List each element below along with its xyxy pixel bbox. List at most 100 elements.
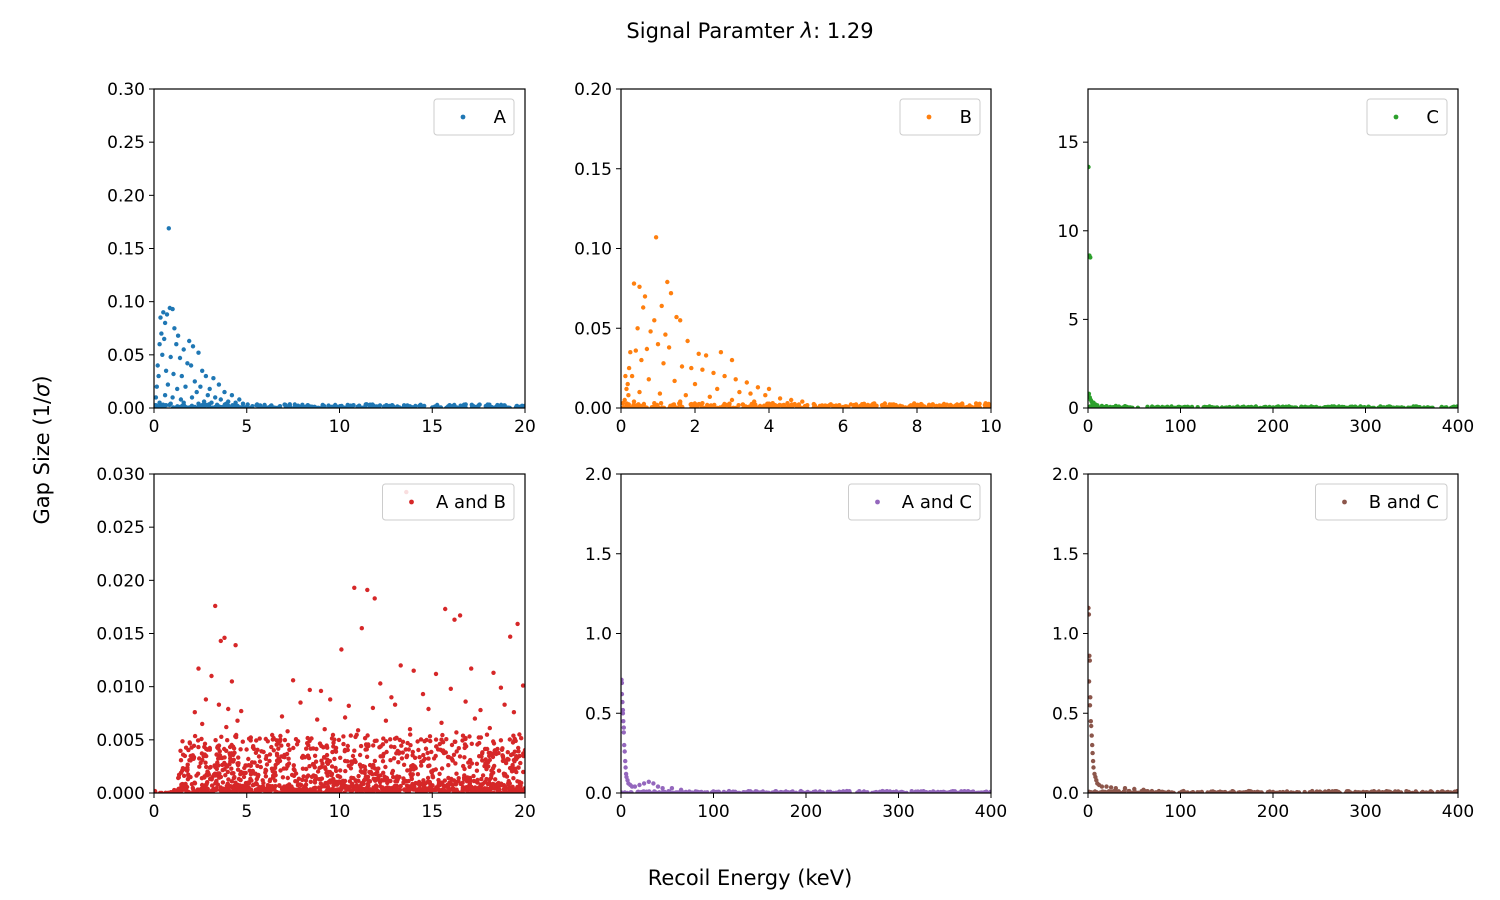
cluster-point xyxy=(399,743,404,748)
data-point xyxy=(1104,784,1109,789)
data-point xyxy=(1088,703,1093,708)
x-tick-label: 0 xyxy=(1083,417,1094,437)
data-point xyxy=(229,679,235,684)
cluster-point xyxy=(420,781,425,787)
data-point xyxy=(763,393,768,398)
data-point xyxy=(621,691,625,697)
cluster-point xyxy=(425,775,431,781)
cluster-point xyxy=(229,766,234,771)
cluster-point xyxy=(722,401,727,407)
cluster-point xyxy=(246,736,252,741)
cluster-point xyxy=(785,790,790,793)
cluster-point xyxy=(287,747,292,752)
cluster-point xyxy=(370,765,375,770)
cluster-point xyxy=(235,767,241,772)
cluster-point xyxy=(222,746,227,752)
cluster-point xyxy=(474,768,480,773)
data-point xyxy=(672,378,677,384)
cluster-point xyxy=(1386,789,1391,793)
data-point xyxy=(508,634,513,639)
cluster-point xyxy=(1428,789,1433,793)
cluster-point xyxy=(495,782,500,787)
cluster-point xyxy=(286,761,292,766)
cluster-point xyxy=(303,405,309,408)
cluster-point xyxy=(1255,789,1260,793)
cluster-point xyxy=(244,747,249,752)
cluster-point xyxy=(323,780,328,786)
cluster-point xyxy=(969,404,974,408)
cluster-point xyxy=(404,753,410,758)
cluster-point xyxy=(635,789,640,793)
y-tick-label: 1.5 xyxy=(1052,545,1079,565)
x-tick-label: 10 xyxy=(329,417,351,437)
cluster-point xyxy=(319,743,324,749)
cluster-point xyxy=(476,735,481,740)
cluster-point xyxy=(186,773,191,779)
data-point xyxy=(1088,395,1092,400)
cluster-point xyxy=(459,781,464,787)
cluster-point xyxy=(244,782,249,787)
data-point xyxy=(163,368,169,373)
cluster-point xyxy=(1277,790,1283,793)
cluster-point xyxy=(440,732,445,738)
y-axis-label: Gap Size (1/σ) xyxy=(30,375,54,524)
cluster-point xyxy=(1364,790,1369,793)
data-point xyxy=(166,226,171,231)
data-point xyxy=(433,671,439,677)
cluster-point xyxy=(313,775,318,780)
cluster-point xyxy=(284,751,290,757)
data-point xyxy=(1088,391,1092,396)
cluster-point xyxy=(1205,790,1210,793)
cluster-point xyxy=(282,784,287,789)
cluster-point xyxy=(199,736,204,742)
cluster-point xyxy=(518,787,523,792)
cluster-point xyxy=(697,790,702,793)
cluster-point xyxy=(517,753,522,759)
data-point xyxy=(207,386,212,392)
cluster-point xyxy=(332,737,337,742)
data-point xyxy=(1088,164,1091,170)
cluster-point xyxy=(1088,405,1092,408)
cluster-point xyxy=(320,783,325,788)
cluster-point xyxy=(789,404,794,408)
data-point xyxy=(626,393,631,398)
cluster-point xyxy=(1354,790,1359,793)
y-tick-label: 0.25 xyxy=(107,133,145,153)
cluster-point xyxy=(519,736,524,741)
cluster-point xyxy=(183,745,189,750)
data-point xyxy=(1122,404,1128,408)
cluster-point xyxy=(492,750,498,755)
data-point xyxy=(796,402,801,407)
cluster-point xyxy=(278,768,283,773)
data-point xyxy=(657,391,663,396)
legend-box xyxy=(899,98,981,136)
legend-label: C xyxy=(1426,107,1439,128)
y-tick-label: 0.030 xyxy=(96,465,145,485)
legend-marker xyxy=(875,499,880,505)
cluster-point xyxy=(805,403,810,408)
cluster-point xyxy=(314,746,319,752)
cluster-point xyxy=(365,733,370,738)
cluster-point xyxy=(497,787,502,792)
cluster-point xyxy=(469,404,475,408)
cluster-point xyxy=(267,752,273,757)
data-point xyxy=(452,617,457,622)
figure-title: Signal Paramter λ: 1.29 xyxy=(626,19,873,43)
cluster-point xyxy=(1439,405,1444,408)
data-point xyxy=(174,342,179,347)
data-point xyxy=(157,400,162,405)
cluster-point xyxy=(236,755,241,760)
cluster-point xyxy=(933,404,938,408)
cluster-point xyxy=(256,772,261,778)
cluster-point xyxy=(250,404,255,408)
data-point xyxy=(655,342,661,347)
x-tick-label: 6 xyxy=(838,417,849,437)
cluster-point xyxy=(384,775,390,781)
cluster-point xyxy=(437,741,442,747)
cluster-point xyxy=(310,761,316,767)
cluster-point xyxy=(480,751,485,756)
data-point xyxy=(1091,765,1096,770)
cluster-point xyxy=(195,771,201,776)
cluster-point xyxy=(371,785,376,790)
cluster-point xyxy=(483,761,488,766)
